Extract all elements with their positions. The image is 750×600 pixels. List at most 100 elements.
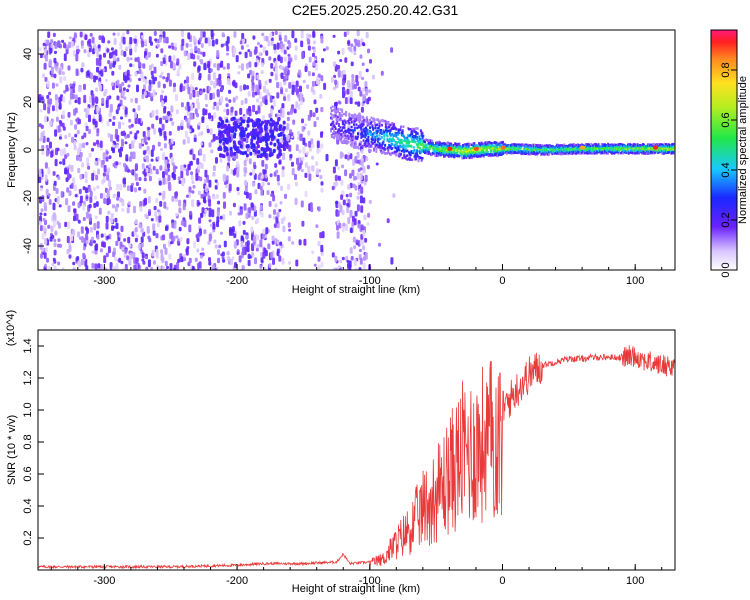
spectrogram-ridge-cell [411, 132, 414, 136]
spectrogram-cell [348, 260, 352, 268]
spectrogram-cell [134, 237, 138, 243]
spectrogram-cell [316, 116, 320, 121]
spectrogram-cell [173, 46, 177, 51]
spectrogram-cell [229, 210, 232, 216]
spectrogram-ridge-cell [606, 149, 609, 153]
spectrogram-cell [147, 150, 151, 155]
spectrogram-cell [356, 172, 360, 180]
spectrogram-cell [84, 171, 88, 179]
spectrogram-ridge-cell [478, 147, 481, 151]
spectrogram-ridge-cell [379, 137, 382, 141]
spectrogram-ridge-cell [403, 151, 406, 154]
spectrogram-ridge-cell [332, 132, 335, 135]
spectrogram-ridge-cell [375, 150, 378, 153]
spectrogram-cell [335, 200, 339, 205]
spectrogram-ridge-cell [333, 124, 336, 127]
spectrogram-cell [274, 267, 278, 270]
spectrogram-cell [276, 248, 280, 254]
spectrogram-cell [206, 192, 210, 196]
spectrogram-ridge-cell [456, 151, 459, 154]
spectrogram-cell [210, 149, 214, 154]
spectrogram-cell [124, 141, 128, 145]
spectrogram-cell [231, 226, 235, 233]
spectrogram-cell [315, 107, 319, 113]
spectrogram-ridge-cell [421, 149, 424, 153]
spectrogram-cell [360, 106, 364, 113]
spectrogram-cell [197, 190, 201, 196]
spectrogram-ridge-cell [560, 144, 563, 147]
spectrogram-ridge-cell [611, 143, 613, 146]
spectrogram-cell [244, 127, 248, 132]
spectrogram-ridge-cell [384, 148, 387, 151]
spectrogram-cell [113, 141, 117, 145]
spectrogram-ridge-cell [402, 143, 405, 147]
spectrogram-ridge-cell [397, 128, 400, 131]
spectrogram-cell [112, 50, 116, 55]
spectrogram-ridge-cell [506, 146, 509, 149]
spectrogram-cell [342, 199, 346, 206]
spectrogram-cell [242, 220, 246, 225]
spectrogram-ridge-cell [365, 126, 367, 130]
spectrogram-ridge-cell [445, 146, 448, 149]
spectrogram-cell [38, 220, 42, 226]
spectrogram-cell [347, 184, 351, 190]
spectrogram-cell [43, 252, 47, 259]
spectrogram-cell [353, 52, 357, 56]
spectrogram-ridge-cell [340, 118, 343, 122]
spectrogram-cell [274, 30, 278, 35]
spectrogram-cell [364, 237, 368, 243]
spectrogram-cell [161, 123, 165, 131]
spectrogram-cell [130, 98, 134, 103]
spectrogram-cell [345, 255, 349, 262]
spectrogram-cell [338, 222, 342, 229]
spectrogram-ridge-cell [341, 108, 344, 112]
spectrogram-cell [337, 265, 341, 269]
spectrogram-ridge-cell [401, 130, 404, 134]
spectrogram-ridge-cell [464, 152, 467, 155]
spectrogram-cell [287, 93, 290, 99]
spectrogram-cell [60, 191, 64, 198]
spectrogram-cell [278, 36, 282, 41]
spectrogram-cell [249, 51, 253, 57]
spectrogram-ridge-cell [383, 133, 386, 136]
spectrogram-ridge-cell [513, 143, 516, 146]
spectrogram-ridge-cell [463, 149, 466, 152]
spectrogram-cell [186, 246, 190, 250]
spectrogram-cell [145, 55, 149, 61]
spectrogram-ridge-cell [384, 152, 387, 155]
spectrogram-ridge-cell [394, 140, 397, 144]
spectrogram-ridge-cell [462, 145, 465, 148]
spectrogram-ridge-cell [347, 128, 350, 131]
spectrogram-ridge-cell [533, 148, 536, 152]
spectrogram-cell [185, 194, 189, 198]
spectrogram-ridge-cell [332, 125, 335, 129]
spectrogram-ridge-cell [455, 153, 457, 156]
spectrogram-cell [189, 92, 193, 100]
spectrogram-cell [262, 169, 266, 175]
spectrogram-cell [103, 197, 107, 204]
spectrogram-cell [288, 228, 292, 232]
spectrogram-cell [68, 41, 72, 49]
spectrogram-ridge-cell [484, 153, 487, 156]
spectrogram-ridge-cell [416, 143, 418, 146]
spectrogram-cell [286, 134, 290, 140]
spectrogram-ridge-cell [343, 126, 346, 129]
spectrogram-cell [127, 236, 131, 244]
spectrogram-ridge-cell [402, 125, 405, 128]
spectrogram-cell [183, 50, 187, 57]
spectrogram-cell [304, 162, 308, 168]
spectrogram-cell [334, 174, 338, 182]
spectrogram-cell [178, 207, 182, 214]
spectrogram-cell [272, 194, 276, 202]
spectrogram-cell [196, 158, 200, 165]
spectrogram-ridge-cell [494, 150, 496, 153]
spectrogram-ridge-cell [494, 145, 497, 149]
spectrogram-cell [346, 206, 350, 214]
spectrogram-ridge-cell [353, 126, 356, 129]
spectrogram-cell [300, 40, 304, 48]
spectrogram-cell [180, 119, 184, 127]
spectrogram-cell [131, 182, 134, 186]
spectrogram-cell [196, 237, 200, 243]
spectrogram-ridge-cell [476, 145, 479, 148]
spectrogram-cell [204, 109, 208, 116]
